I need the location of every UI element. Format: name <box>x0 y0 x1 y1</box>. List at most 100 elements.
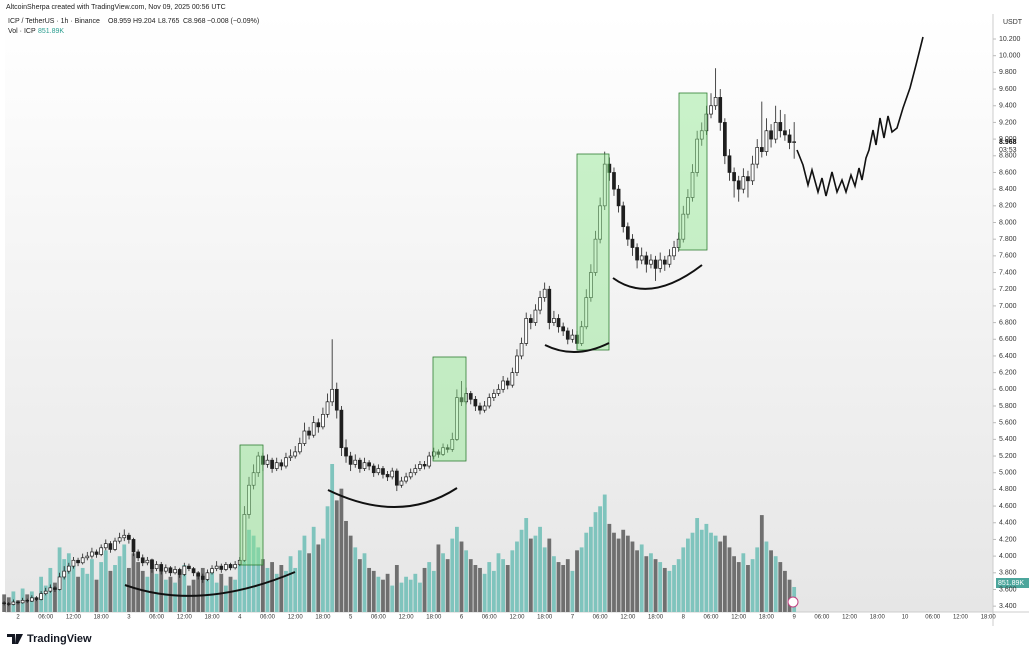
volume-bar <box>773 556 778 612</box>
candle-body <box>274 462 279 469</box>
volume-bar <box>288 556 293 612</box>
y-tick-label: 8.200 <box>999 203 1017 210</box>
volume-bar <box>80 567 85 612</box>
y-tick-label: 7.000 <box>999 303 1017 310</box>
volume-bar <box>667 570 672 612</box>
volume-bar <box>427 562 432 612</box>
volume-bar <box>575 550 579 612</box>
x-tick-label: 06:00 <box>703 615 719 621</box>
volume-bar <box>25 594 30 612</box>
volume-bar <box>325 506 330 612</box>
x-tick-label: 06:00 <box>38 615 54 621</box>
candle-body <box>427 455 432 467</box>
candle-body <box>20 599 25 604</box>
volume-bar <box>510 550 515 612</box>
volume-bar <box>159 567 164 612</box>
y-tick-label: 10.200 <box>999 36 1021 43</box>
volume-bar <box>722 535 727 612</box>
volume-bar <box>126 567 131 612</box>
volume-bar <box>348 535 353 612</box>
candle-body <box>251 472 256 486</box>
volume-bar <box>542 547 547 612</box>
candle-body <box>750 163 755 182</box>
attribution: AltcoinSherpa created with TradingView.c… <box>6 4 226 11</box>
volume-bar <box>732 556 736 612</box>
volume-bar <box>625 535 630 612</box>
candle-body <box>487 397 492 407</box>
x-tick-label: 4 <box>238 615 242 621</box>
highlight-box <box>576 153 610 351</box>
candle-body <box>612 172 616 190</box>
x-tick-label: 12:00 <box>953 615 969 621</box>
candle-body <box>224 564 228 570</box>
volume-bar <box>163 579 168 612</box>
candle-body <box>510 372 515 386</box>
volume-bar <box>561 565 566 612</box>
candle-body <box>649 259 653 265</box>
candle-body <box>787 134 792 143</box>
candle-body <box>783 130 787 136</box>
y-tick-label: 9.200 <box>999 119 1017 126</box>
candle-body <box>482 405 487 411</box>
x-tick-label: 3 <box>127 615 131 621</box>
volume-bar <box>399 582 404 612</box>
candle-body <box>358 459 362 469</box>
volume-bar <box>418 582 422 612</box>
candle-body <box>11 601 16 605</box>
volume-bar <box>150 559 154 612</box>
y-tick-label: 6.200 <box>999 369 1017 376</box>
volume-bar <box>140 570 145 612</box>
volume-bar <box>570 570 575 612</box>
x-tick-label: 06:00 <box>925 615 941 621</box>
curve <box>612 264 703 290</box>
volume-bar <box>173 582 177 612</box>
candle-body <box>769 130 773 140</box>
candle-body <box>635 247 639 261</box>
volume-bar <box>103 550 108 612</box>
candle-body <box>316 422 321 428</box>
volume-bar <box>482 573 487 612</box>
y-tick-label: 7.200 <box>999 286 1017 293</box>
x-tick-label: 18:00 <box>315 615 331 621</box>
candle-body <box>621 205 626 228</box>
marks <box>2 68 797 612</box>
y-tick-label: 3.800 <box>999 570 1017 577</box>
volume-bar <box>362 553 367 612</box>
brand: TradingView <box>27 633 92 645</box>
x-tick-label: 12:00 <box>288 615 304 621</box>
candle-body <box>704 113 709 132</box>
candle-body <box>39 593 43 600</box>
price-axis-background <box>993 14 1029 612</box>
candle-body <box>547 288 552 323</box>
candle-body <box>34 597 39 600</box>
curve <box>327 487 458 508</box>
y-tick-label: 4.800 <box>999 486 1017 493</box>
candle-body <box>741 176 746 190</box>
candle-body <box>85 555 90 559</box>
y-tick-label: 8.000 <box>999 219 1017 226</box>
volume-bar <box>515 541 519 612</box>
y-tick-label: 6.800 <box>999 319 1017 326</box>
x-tick-label: 18:00 <box>537 615 553 621</box>
candle-body <box>773 122 778 140</box>
candle-body <box>732 172 736 182</box>
volume-bar <box>528 538 533 612</box>
highlight-box <box>678 92 708 251</box>
candle-body <box>625 226 630 240</box>
curve <box>544 342 610 354</box>
volume-bar <box>237 565 242 612</box>
volume-bar <box>778 562 783 612</box>
candle-body <box>501 380 505 390</box>
candle-body <box>505 380 510 386</box>
volume-bar <box>459 541 464 612</box>
candle-body <box>399 480 404 486</box>
volume-bar <box>99 562 104 612</box>
candle-body <box>43 590 48 595</box>
volume-bar <box>404 576 408 612</box>
x-tick-label: 12:00 <box>842 615 858 621</box>
volume-last: 851.89K <box>998 580 1024 587</box>
volume-bar <box>468 559 473 612</box>
volume-bar <box>524 518 529 612</box>
volume-bar <box>367 567 372 612</box>
